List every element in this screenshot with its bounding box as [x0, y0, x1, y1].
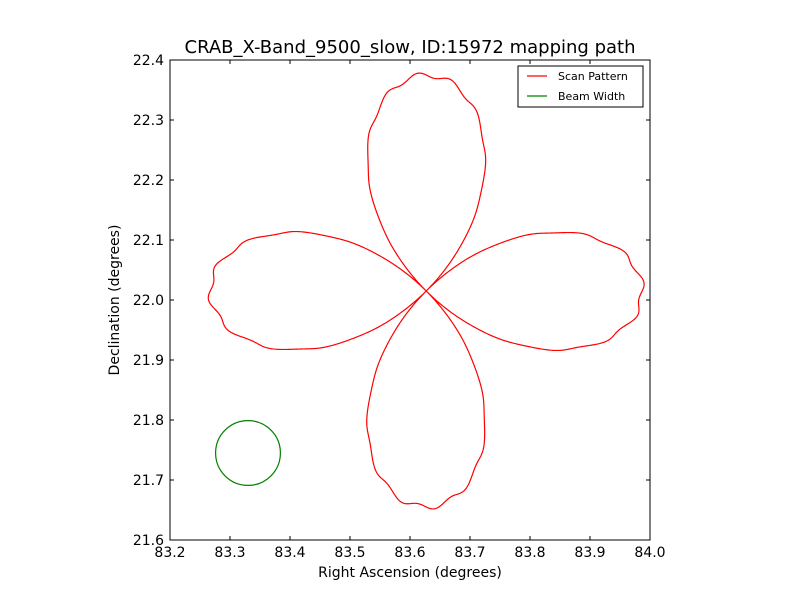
legend-box	[517, 65, 644, 108]
y-tick-label: 22.2	[133, 173, 164, 189]
y-tick-label: 22.0	[133, 293, 164, 309]
plot-area	[207, 72, 645, 510]
y-axis-label: Declination (degrees)	[107, 225, 123, 376]
y-tick-label: 21.6	[133, 533, 164, 549]
y-tick-label: 21.7	[133, 473, 164, 489]
x-tick-label: 84.0	[634, 545, 665, 561]
x-tick-label: 83.5	[334, 545, 365, 561]
plot-frame	[169, 59, 651, 541]
x-tick-label: 83.8	[514, 545, 545, 561]
chart-title: CRAB_X-Band_9500_slow, ID:15972 mapping …	[185, 37, 636, 58]
y-tick-label: 22.1	[133, 233, 164, 249]
x-tick-label: 83.9	[574, 545, 605, 561]
legend-scan-pattern-label: Scan Pattern	[558, 70, 628, 83]
x-tick-label: 83.2	[154, 545, 185, 561]
x-tick-label: 83.4	[274, 545, 305, 561]
x-axis-label: Right Ascension (degrees)	[318, 565, 502, 581]
legend: Scan Pattern Beam Width	[517, 65, 644, 108]
beam-width-circle	[215, 420, 282, 487]
y-tick-label: 21.8	[133, 413, 164, 429]
y-tick-label: 21.9	[133, 353, 164, 369]
y-tick-label: 22.4	[133, 53, 164, 69]
x-tick-label: 83.7	[454, 545, 485, 561]
y-tick-label: 22.3	[133, 113, 164, 129]
scan-pattern-line	[207, 72, 645, 510]
x-tick-label: 83.3	[214, 545, 245, 561]
legend-beam-width-label: Beam Width	[558, 90, 625, 103]
x-tick-label: 83.6	[394, 545, 425, 561]
axis-ticks: 83.2 83.3 83.4 83.5 83.6 83.7 83.8 83.9 84.0 21.6…	[133, 53, 666, 561]
